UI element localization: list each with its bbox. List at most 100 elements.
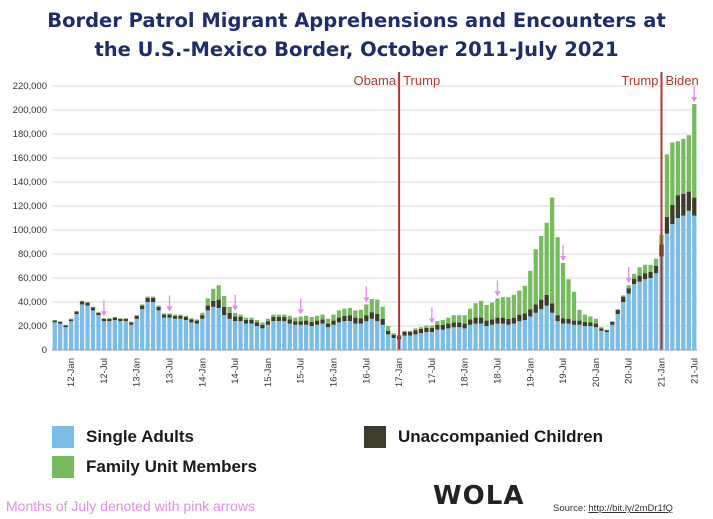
bar-single-adults [391,338,396,350]
y-tick-label: 180,000 [13,129,47,140]
bar-single-adults [500,323,506,350]
bar-single-adults [621,302,626,350]
bar-family-units [457,315,462,323]
bar-family-units [194,319,199,321]
x-tick-label: 14-Jan [197,358,208,387]
bar-single-adults [172,318,178,350]
july-arrow-head [625,278,632,284]
bar-family-units [544,222,549,295]
bar-unaccompanied-children [451,322,456,328]
bar-family-units [566,279,571,319]
bar-unaccompanied-children [599,328,604,331]
bar-single-adults [424,332,429,350]
bar-single-adults [336,322,342,350]
bar-single-adults [211,306,216,350]
bar-single-adults [353,323,358,350]
bar-family-units [249,317,254,320]
bar-unaccompanied-children [418,329,424,334]
bar-family-units [287,315,292,320]
y-tick-label: 140,000 [13,177,47,188]
bar-single-adults [686,210,691,350]
legend-unaccompanied-children: Unaccompanied Children [364,426,603,448]
bar-unaccompanied-children [670,204,675,224]
bar-unaccompanied-children [489,319,495,325]
bar-family-units [309,317,314,322]
bar-family-units [254,320,260,323]
bar-single-adults [511,323,517,350]
bar-unaccompanied-children [129,322,134,325]
bar-family-units [211,288,216,301]
bar-single-adults [675,218,680,350]
legend-swatch-single-adults [52,426,74,448]
bar-unaccompanied-children [232,316,238,322]
bar-unaccompanied-children [52,320,57,323]
x-tick-label: 13-Jul [165,358,176,384]
bar-family-units [298,316,303,322]
bar-single-adults [566,323,571,350]
bar-unaccompanied-children [533,304,538,313]
legend-family-units: Family Unit Members [52,456,257,478]
bar-family-units [637,267,642,276]
july-arrows [100,86,698,324]
legend-swatch-family-units [52,456,74,478]
bar-unaccompanied-children [260,324,265,329]
bar-unaccompanied-children [331,320,336,325]
footnote: Months of July denoted with pink arrows [6,498,256,514]
bar-unaccompanied-children [58,321,63,324]
july-arrow-head [166,306,173,312]
y-tick-label: 80,000 [18,249,47,260]
bar-single-adults [52,322,57,350]
y-tick-label: 100,000 [13,225,47,236]
bar-single-adults [369,318,374,350]
bar-family-units [692,104,697,198]
bar-family-units [276,314,281,317]
bar-family-units [227,306,232,313]
bar-family-units [123,318,128,319]
bar-unaccompanied-children [243,320,249,324]
bar-family-units [145,296,150,298]
bar-chart: 0 20,000 40,000 60,000 80,000 100,000 120,000 1… [13,72,700,387]
bar-single-adults [544,305,549,350]
bar-unaccompanied-children [571,320,577,325]
bar-unaccompanied-children [386,330,391,335]
bar-family-units [446,317,451,324]
bar-unaccompanied-children [626,288,631,294]
bar-family-units [604,329,609,331]
bar-single-adults [358,323,363,350]
bar-unaccompanied-children [484,320,489,326]
x-axis-ticks: 12-Jan 12-Jul 13-Jan 13-Jul 14-Jan 14-Jul 15-J… [52,349,700,387]
bar-family-units [484,305,489,321]
bar-single-adults [550,312,555,350]
bar-single-adults [642,279,648,350]
bar-unaccompanied-children [85,302,90,306]
bar-single-adults [271,321,276,350]
bar-single-adults [118,321,123,350]
bar-family-units [183,315,189,317]
bar-unaccompanied-children [391,335,396,338]
source-link[interactable]: http://bit.ly/2mDr1fQ [588,503,673,514]
bar-unaccompanied-children [457,322,462,328]
bar-unaccompanied-children [550,303,555,313]
y-tick-label: 60,000 [18,273,47,284]
bar-single-adults [265,324,271,350]
x-tick-label: 19-Jan [525,358,536,387]
bar-unaccompanied-children [424,327,429,332]
bar-unaccompanied-children [63,325,68,328]
source-label: Source: [553,503,586,514]
bar-family-units [200,312,205,316]
bar-unaccompanied-children [642,273,648,280]
administration-label-left: Trump [621,73,658,88]
july-arrow-head [297,309,304,315]
bar-family-units [189,318,194,320]
x-tick-label: 20-Jul [624,358,635,384]
bar-family-units [167,313,172,315]
x-tick-label: 18-Jan [460,358,471,387]
bar-single-adults [216,308,221,350]
bar-single-adults [254,326,260,350]
bar-family-units [555,237,560,316]
bar-single-adults [342,321,347,350]
bar-unaccompanied-children [511,317,517,324]
bar-family-units [413,328,418,331]
bar-family-units [347,308,353,316]
july-arrow-head [691,97,698,102]
